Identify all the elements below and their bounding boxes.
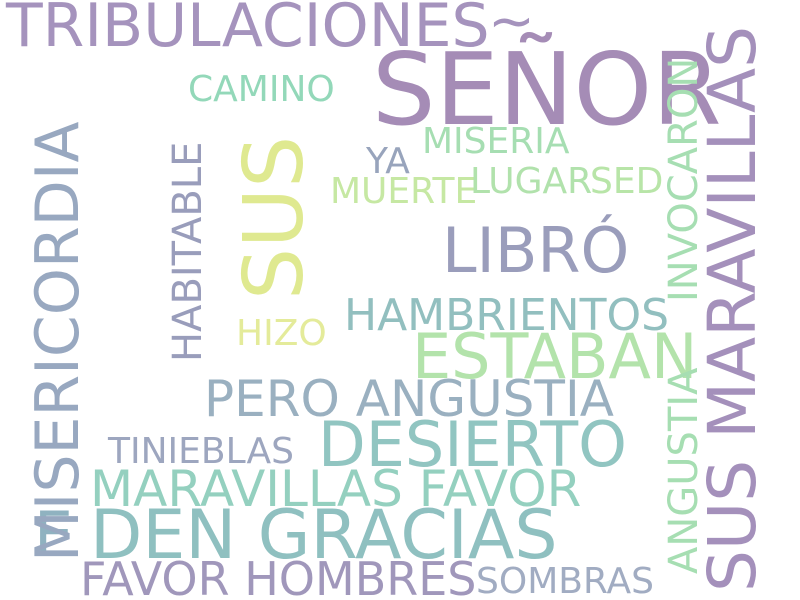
word-e: E xyxy=(34,498,74,571)
word-muerte: MUERTE xyxy=(330,171,478,212)
word-misericordia: MISERICORDIA xyxy=(23,121,93,562)
word-tilde: ~ xyxy=(488,0,535,54)
word-maravillas-favor: MARAVILLAS FAVOR xyxy=(90,460,582,518)
word-tinieblas: TINIEBLAS xyxy=(108,431,294,472)
word-hambrientos: HAMBRIENTOS xyxy=(344,290,670,341)
word-sed: SED xyxy=(590,161,664,202)
word-pero-angustia: PERO ANGUSTIA xyxy=(204,370,614,428)
word-sus-maravillas: SUS MARAVILLAS xyxy=(694,26,771,592)
word-sombras: SOMBRAS xyxy=(476,561,654,600)
word-desierto: DESIERTO xyxy=(318,408,627,481)
word-libro: LIBRÓ xyxy=(442,214,630,287)
word-estaban: ESTABAN xyxy=(412,320,698,393)
word-favor-hombres: FAVOR HOMBRES xyxy=(80,552,477,600)
word-miseria: MISERIA xyxy=(422,121,570,162)
word-camino: CAMINO xyxy=(188,69,335,110)
word-den-gracias: DEN GRACIAS xyxy=(90,496,558,575)
word-hizo: HIZO xyxy=(236,313,327,354)
word-sus: SUS xyxy=(227,135,322,300)
word-habitable: HABITABLE xyxy=(165,141,211,362)
word-lugar: LUGAR xyxy=(470,161,593,202)
word-ya: YA xyxy=(366,141,410,182)
word-senor: SEÑOR xyxy=(372,31,722,148)
word-tribulaciones: TRIBULACIONES xyxy=(6,0,490,61)
